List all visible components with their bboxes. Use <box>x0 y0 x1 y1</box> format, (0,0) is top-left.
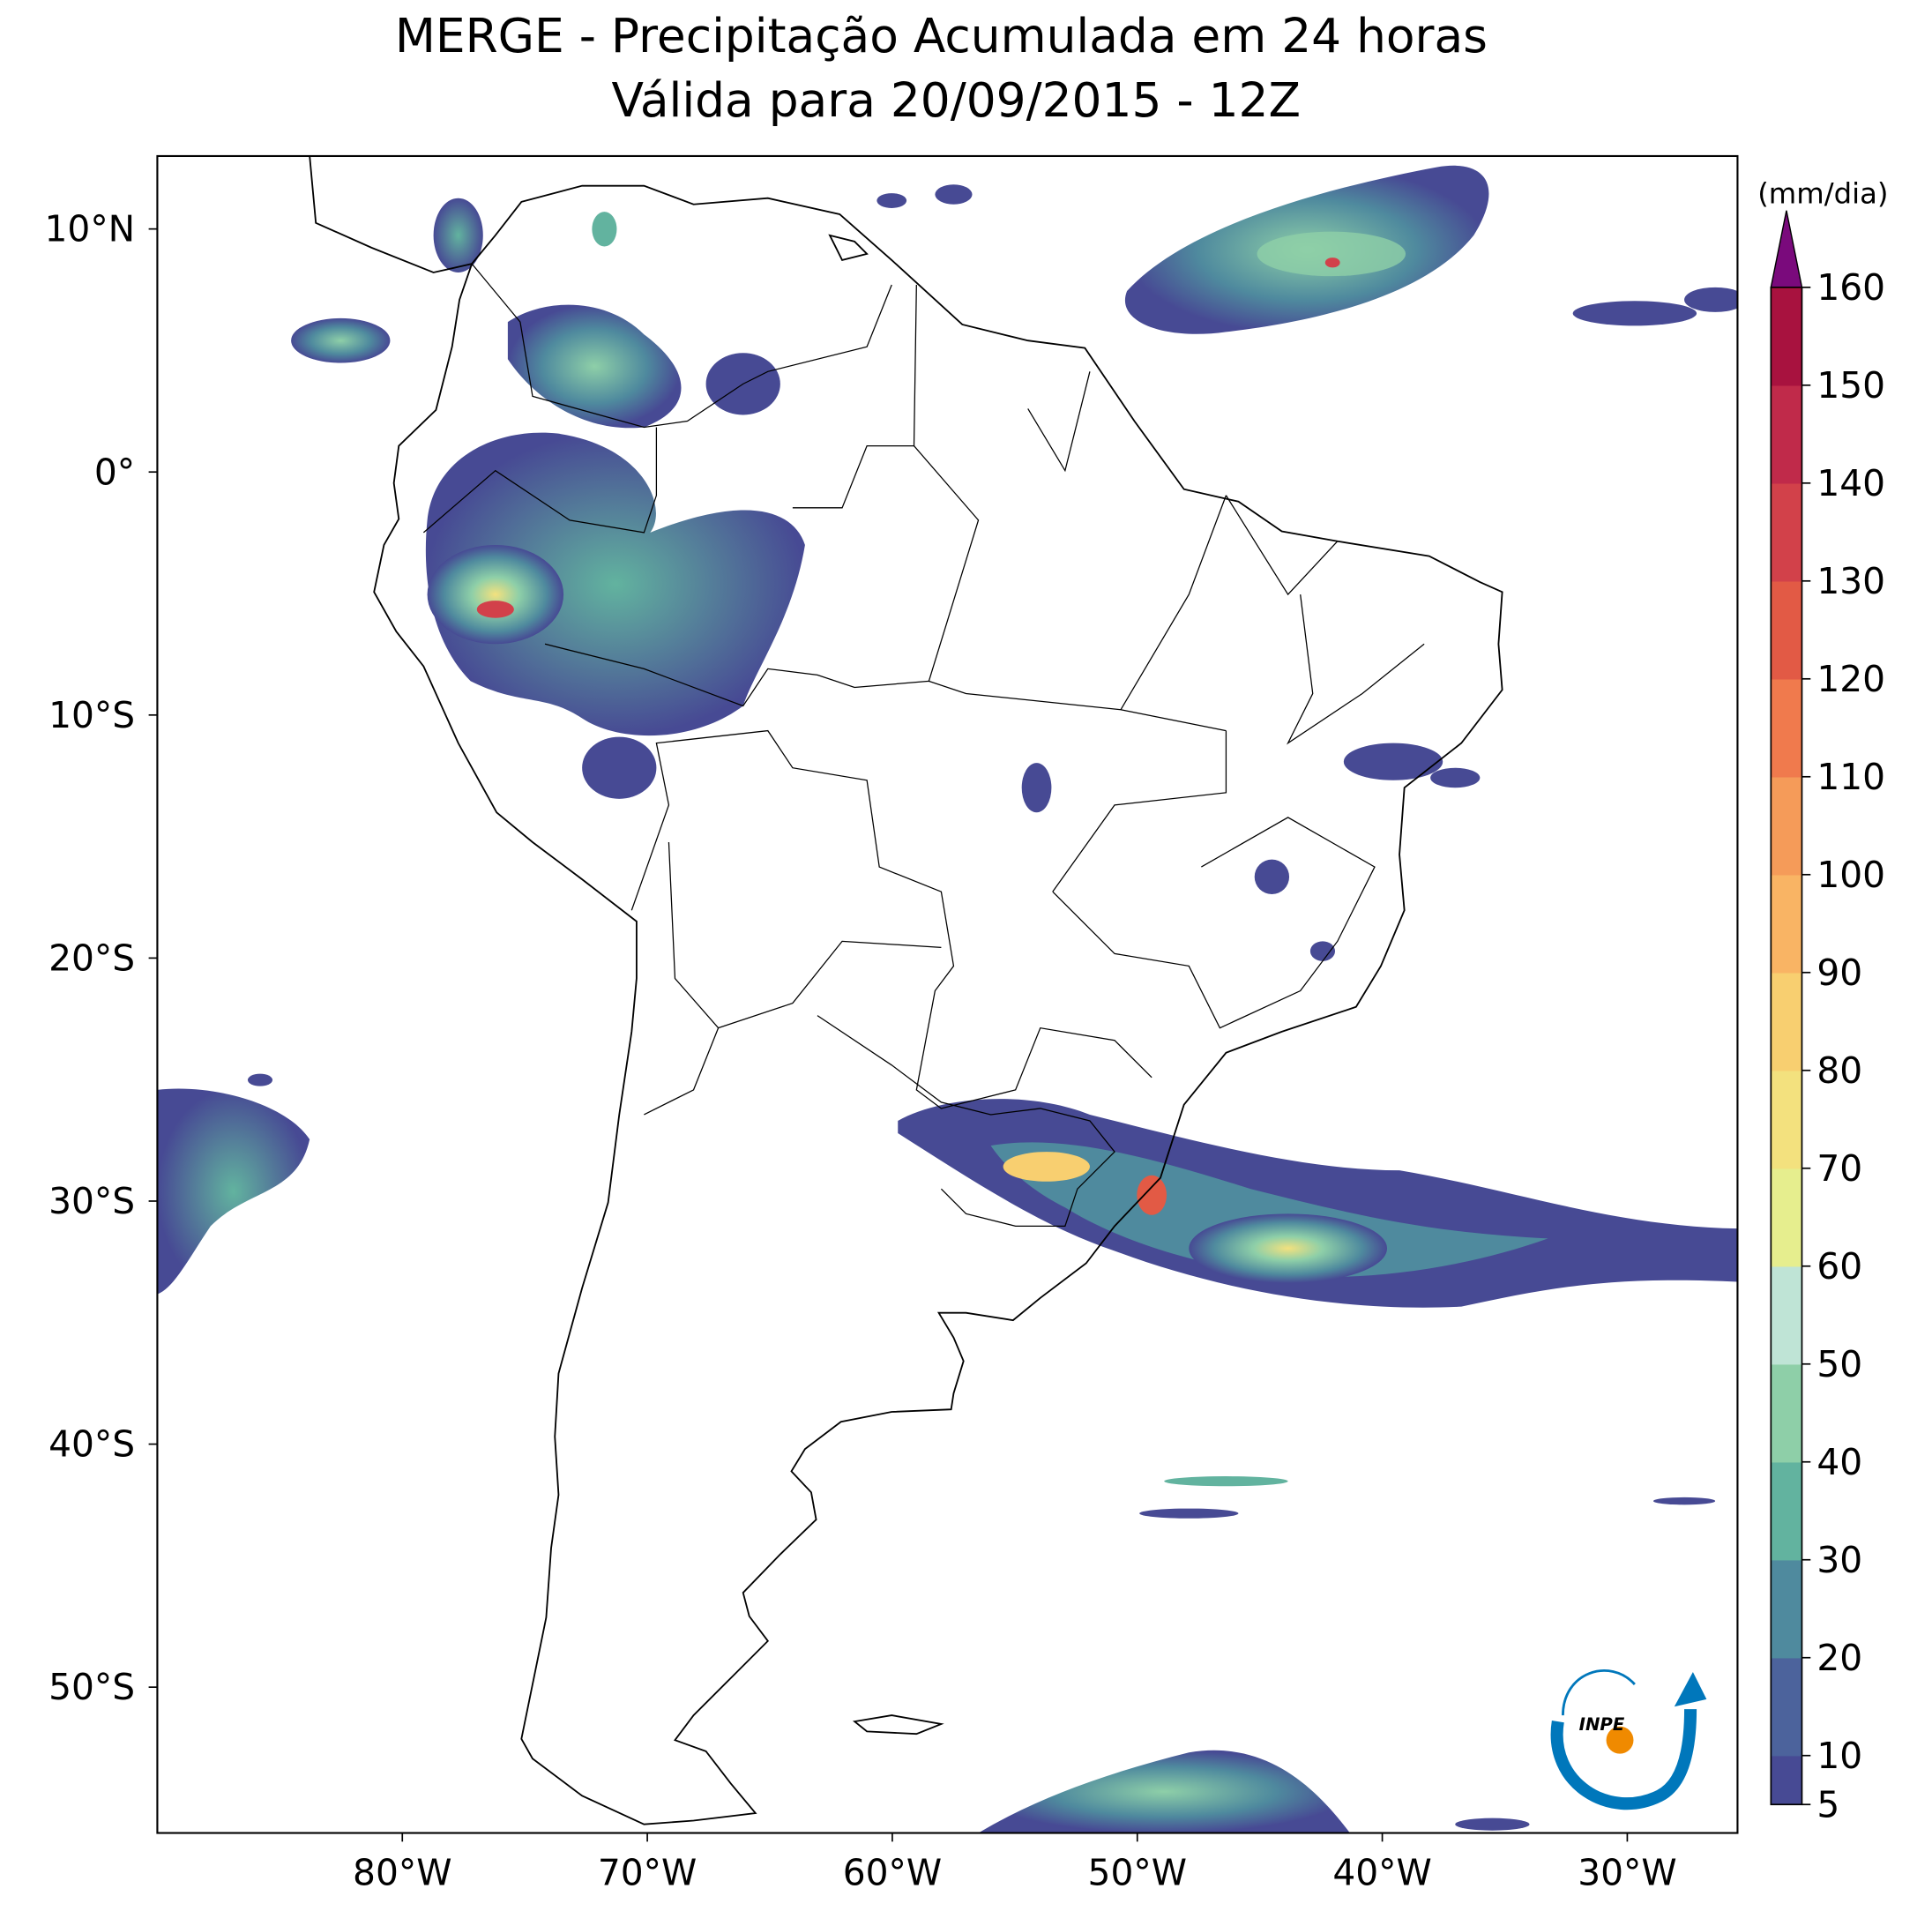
x-tick-label: 70°W <box>598 1852 697 1894</box>
y-tick-label: 20°S <box>48 937 135 979</box>
colorbar-tick-label: 30 <box>1816 1539 1862 1581</box>
colorbar-tick-label: 100 <box>1816 854 1885 896</box>
colorbar-band <box>1771 776 1802 876</box>
colorbar-tick-label: 70 <box>1816 1147 1862 1190</box>
colorbar-band <box>1771 384 1802 484</box>
colorbar-band <box>1771 1461 1802 1561</box>
x-tick-label: 40°W <box>1332 1852 1431 1894</box>
inpe-logo: INPE <box>1550 1669 1707 1810</box>
colorbar-band <box>1771 1559 1802 1659</box>
subtitle: Válida para 20/09/2015 - 12Z <box>611 72 1301 128</box>
colorbar-band <box>1771 678 1802 778</box>
colorbar-tick-label: 20 <box>1816 1637 1862 1679</box>
borders <box>422 263 1425 1227</box>
colorbar-tick-label: 40 <box>1816 1441 1862 1483</box>
axis-labels: 80°W 70°W 60°W 50°W 40°W 30°W 10°N 0° 10°S 20°S 30… <box>45 208 1677 1894</box>
colorbar-tick-label: 80 <box>1816 1049 1862 1092</box>
colorbar-tick-label: 130 <box>1816 560 1885 602</box>
colorbar-band <box>1771 1070 1802 1169</box>
x-tick-label: 60°W <box>843 1852 942 1894</box>
colorbar-tick-label: 10 <box>1816 1735 1862 1777</box>
colorbar-band <box>1771 1657 1802 1757</box>
coastlines <box>309 155 1503 1825</box>
colorbar-band <box>1771 580 1802 680</box>
colorbar-tick-label: 160 <box>1816 266 1885 309</box>
colorbar: 5 10 20 30 40 50 60 70 80 90 100 110 120 130 140 150 160 <box>1770 210 1885 1825</box>
colorbar-tick-label: 90 <box>1816 952 1862 994</box>
y-tick-label: 0° <box>94 451 135 493</box>
colorbar-band <box>1771 287 1802 386</box>
precipitation-field <box>157 165 1738 1833</box>
colorbar-tick-label: 120 <box>1816 658 1885 700</box>
colorbar-tick-label: 60 <box>1816 1245 1862 1288</box>
y-tick-label: 30°S <box>48 1180 135 1222</box>
colorbar-band <box>1771 972 1802 1071</box>
colorbar-frame <box>1770 286 1803 1806</box>
y-tick-label: 40°S <box>48 1423 135 1466</box>
x-tick-label: 50°W <box>1088 1852 1187 1894</box>
map-frame <box>156 154 1739 1834</box>
title: MERGE - Precipitação Acumulada em 24 hor… <box>395 8 1488 63</box>
colorbar-tick-label: 110 <box>1816 756 1885 798</box>
colorbar-band <box>1771 1363 1802 1463</box>
colorbar-band <box>1771 874 1802 974</box>
x-tick-label: 30°W <box>1578 1852 1676 1894</box>
colorbar-band <box>1771 1755 1802 1805</box>
logo-text: INPE <box>1579 1714 1625 1735</box>
colorbar-band <box>1771 1265 1802 1365</box>
colorbar-extend <box>1770 210 1803 288</box>
y-tick-label: 50°S <box>48 1666 135 1708</box>
colorbar-tick-label: 140 <box>1816 462 1885 504</box>
colorbar-tick-label: 50 <box>1816 1343 1862 1385</box>
colorbar-band <box>1771 1168 1802 1267</box>
colorbar-band <box>1771 482 1802 582</box>
y-tick-label: 10°S <box>48 694 135 736</box>
colorbar-tick-label: 150 <box>1816 364 1885 407</box>
y-tick-label: 10°N <box>45 208 136 250</box>
colorbar-tick-label: 5 <box>1816 1783 1839 1825</box>
colorbar-label: (mm/dia) <box>1757 176 1888 210</box>
x-tick-label: 80°W <box>353 1852 451 1894</box>
